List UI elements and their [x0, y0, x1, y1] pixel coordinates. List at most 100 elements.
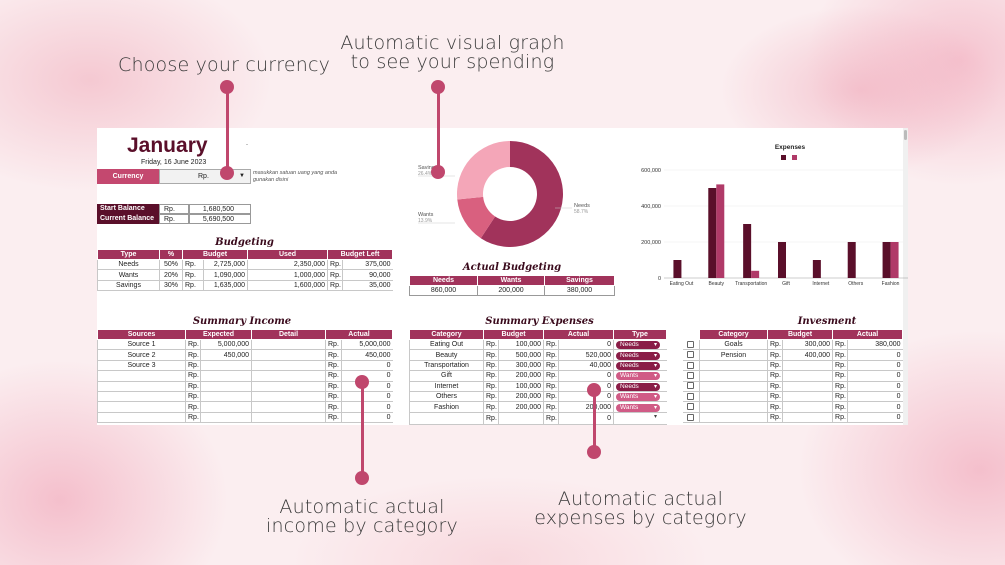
expense-type-dropdown[interactable]: Wants — [616, 372, 661, 381]
expense-type-dropdown[interactable]: Needs — [616, 361, 661, 370]
expense-budget[interactable]: 500,000 — [497, 349, 544, 361]
income-source[interactable]: Source 1 — [97, 339, 186, 351]
income-expected[interactable] — [200, 370, 252, 382]
table-row: Gift Rp. 200,000 Rp. 0 Wants — [409, 370, 667, 382]
currency-select[interactable]: Rp. ▼ — [159, 169, 251, 184]
expense-budget[interactable]: 200,000 — [497, 401, 544, 413]
expense-type-dropdown[interactable] — [616, 413, 660, 421]
income-detail[interactable] — [251, 349, 326, 361]
income-detail[interactable] — [251, 370, 326, 382]
investment-category[interactable] — [699, 381, 768, 392]
currency-cell: Rp. — [185, 401, 201, 413]
budget-pct[interactable]: 50% — [159, 259, 183, 271]
vertical-scrollbar[interactable] — [903, 128, 908, 425]
start-balance-value[interactable]: 1,680,500 — [189, 204, 251, 214]
income-source[interactable] — [97, 381, 186, 392]
expense-type-dropdown[interactable]: Needs — [616, 341, 661, 349]
income-detail[interactable] — [251, 381, 326, 392]
expense-category[interactable]: Others — [409, 391, 484, 403]
investment-checkbox[interactable] — [687, 340, 695, 348]
investment-budget[interactable] — [781, 391, 833, 403]
investment-check-cell — [682, 412, 700, 424]
income-expected[interactable]: 450,000 — [200, 349, 252, 361]
income-source[interactable] — [97, 401, 186, 413]
investment-checkbox[interactable] — [687, 351, 695, 359]
expense-category[interactable]: Gift — [409, 370, 484, 382]
income-detail[interactable] — [251, 360, 326, 372]
income-detail[interactable] — [251, 339, 326, 351]
start-balance-label: Start Balance — [97, 204, 159, 214]
income-detail[interactable] — [251, 401, 326, 413]
investment-check-cell — [682, 401, 700, 413]
expense-budget[interactable]: 100,000 — [497, 381, 544, 392]
table-row: Rp. Rp. 0 — [97, 412, 393, 424]
investment-category[interactable]: Goals — [699, 339, 768, 351]
investment-checkbox[interactable] — [687, 382, 695, 390]
budget-pct[interactable]: 20% — [159, 269, 183, 281]
income-expected[interactable] — [200, 412, 252, 424]
expense-budget[interactable] — [497, 412, 544, 425]
expense-category[interactable]: Eating Out — [409, 339, 484, 351]
investment-budget[interactable]: 300,000 — [781, 339, 833, 351]
income-source[interactable] — [97, 370, 186, 382]
investment-budget[interactable] — [781, 412, 833, 424]
investment-budget[interactable] — [781, 401, 833, 413]
currency-cell: Rp. — [832, 401, 848, 413]
investment-checkbox[interactable] — [687, 403, 695, 411]
investment-category[interactable]: Pension — [699, 349, 768, 361]
investment-category[interactable] — [699, 391, 768, 403]
investment-budget[interactable] — [781, 360, 833, 372]
income-detail[interactable] — [251, 391, 326, 403]
month-title: January — [127, 134, 208, 157]
expense-category[interactable]: Beauty — [409, 349, 484, 361]
income-source[interactable]: Source 3 — [97, 360, 186, 372]
investment-budget[interactable] — [781, 370, 833, 382]
expense-type-dropdown[interactable]: Wants — [616, 393, 661, 401]
investment-checkbox[interactable] — [687, 361, 695, 369]
investment-budget[interactable]: 400,000 — [781, 349, 833, 361]
investment-checkbox[interactable] — [687, 413, 695, 421]
expense-type-dropdown[interactable]: Needs — [616, 351, 661, 360]
chevron-down-icon[interactable]: ▼ — [239, 173, 245, 179]
income-expected[interactable] — [200, 391, 252, 403]
investment-category[interactable] — [699, 370, 768, 382]
budget-pct[interactable]: 30% — [159, 280, 183, 292]
income-source[interactable] — [97, 391, 186, 403]
expense-category[interactable]: Internet — [409, 381, 484, 392]
expense-category[interactable]: Transportation — [409, 360, 484, 372]
donut-pct-savings: 26.4% — [418, 171, 433, 177]
investment-category[interactable] — [699, 360, 768, 372]
income-expected[interactable] — [200, 381, 252, 392]
income-source[interactable] — [97, 412, 186, 424]
investment-checkbox[interactable] — [687, 372, 695, 380]
donut-slices — [457, 141, 563, 247]
expense-budget[interactable]: 200,000 — [497, 370, 544, 382]
expense-type-dropdown[interactable]: Wants — [616, 403, 661, 412]
expenses-col-budget: Budget — [482, 329, 545, 340]
expense-category[interactable]: Fashion — [409, 401, 484, 413]
income-detail[interactable] — [251, 412, 326, 424]
investment-category[interactable] — [699, 412, 768, 424]
expense-category[interactable] — [409, 412, 484, 425]
expense-type-cell: Needs — [613, 339, 667, 351]
income-expected[interactable] — [200, 360, 252, 372]
expense-type-dropdown[interactable]: Needs — [616, 382, 661, 391]
callout-income-line2: income by category — [266, 515, 458, 537]
currency-cell: Rp. — [767, 391, 783, 403]
currency-cell: Rp. — [325, 412, 342, 424]
income-source[interactable]: Source 2 — [97, 349, 186, 361]
income-expected[interactable] — [200, 401, 252, 413]
x-tick-label: Others — [848, 281, 864, 287]
expense-budget[interactable]: 200,000 — [497, 391, 544, 403]
budgeting-col-type: Type — [97, 249, 160, 260]
table-row: Rp. Rp. 0 — [682, 360, 903, 372]
callout-graph: Automatic visual graph to see your spend… — [335, 34, 570, 72]
expense-budget[interactable]: 300,000 — [497, 360, 544, 372]
investment-checkbox[interactable] — [687, 392, 695, 400]
investment-category[interactable] — [699, 401, 768, 413]
currency-cell: Rp. — [325, 349, 342, 361]
expense-budget[interactable]: 100,000 — [497, 339, 544, 351]
investment-budget[interactable] — [781, 381, 833, 392]
income-expected[interactable]: 5,000,000 — [200, 339, 252, 351]
currency-cell: Rp. — [185, 412, 201, 424]
